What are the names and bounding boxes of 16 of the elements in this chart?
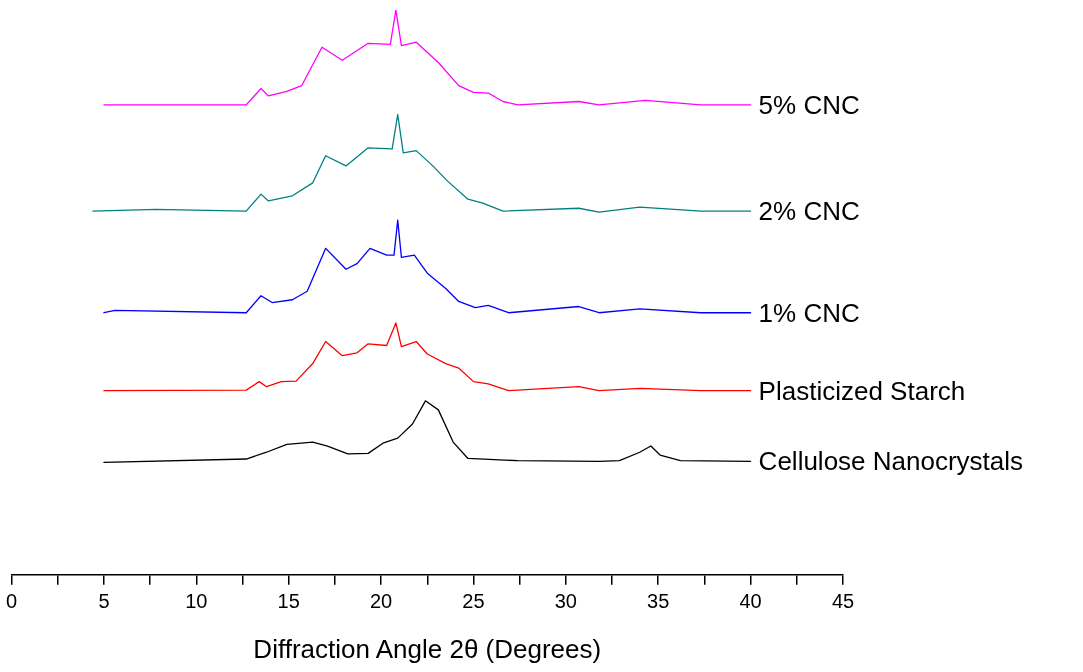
x-tick-label: 15 [277,590,300,613]
series-label: 5% CNC [758,90,860,121]
x-tick-label: 30 [554,590,577,613]
x-tick-label: 5 [98,590,110,613]
x-tick-label: 20 [369,590,393,613]
x-tick-label: 10 [185,590,208,613]
x-tick-label: 25 [462,590,485,613]
series-label: 2% CNC [758,196,860,227]
series-label: 1% CNC [758,297,860,328]
x-tick-label: 0 [6,590,18,613]
x-tick-label: 45 [831,590,855,613]
series-label: Plasticized Starch [758,375,966,406]
x-tick-label: 35 [647,590,670,613]
x-tick-label: 40 [739,590,762,613]
series-label: Cellulose Nanocrystals [758,446,1024,477]
x-axis-title: Diffraction Angle 2θ (Degrees) [253,633,602,664]
